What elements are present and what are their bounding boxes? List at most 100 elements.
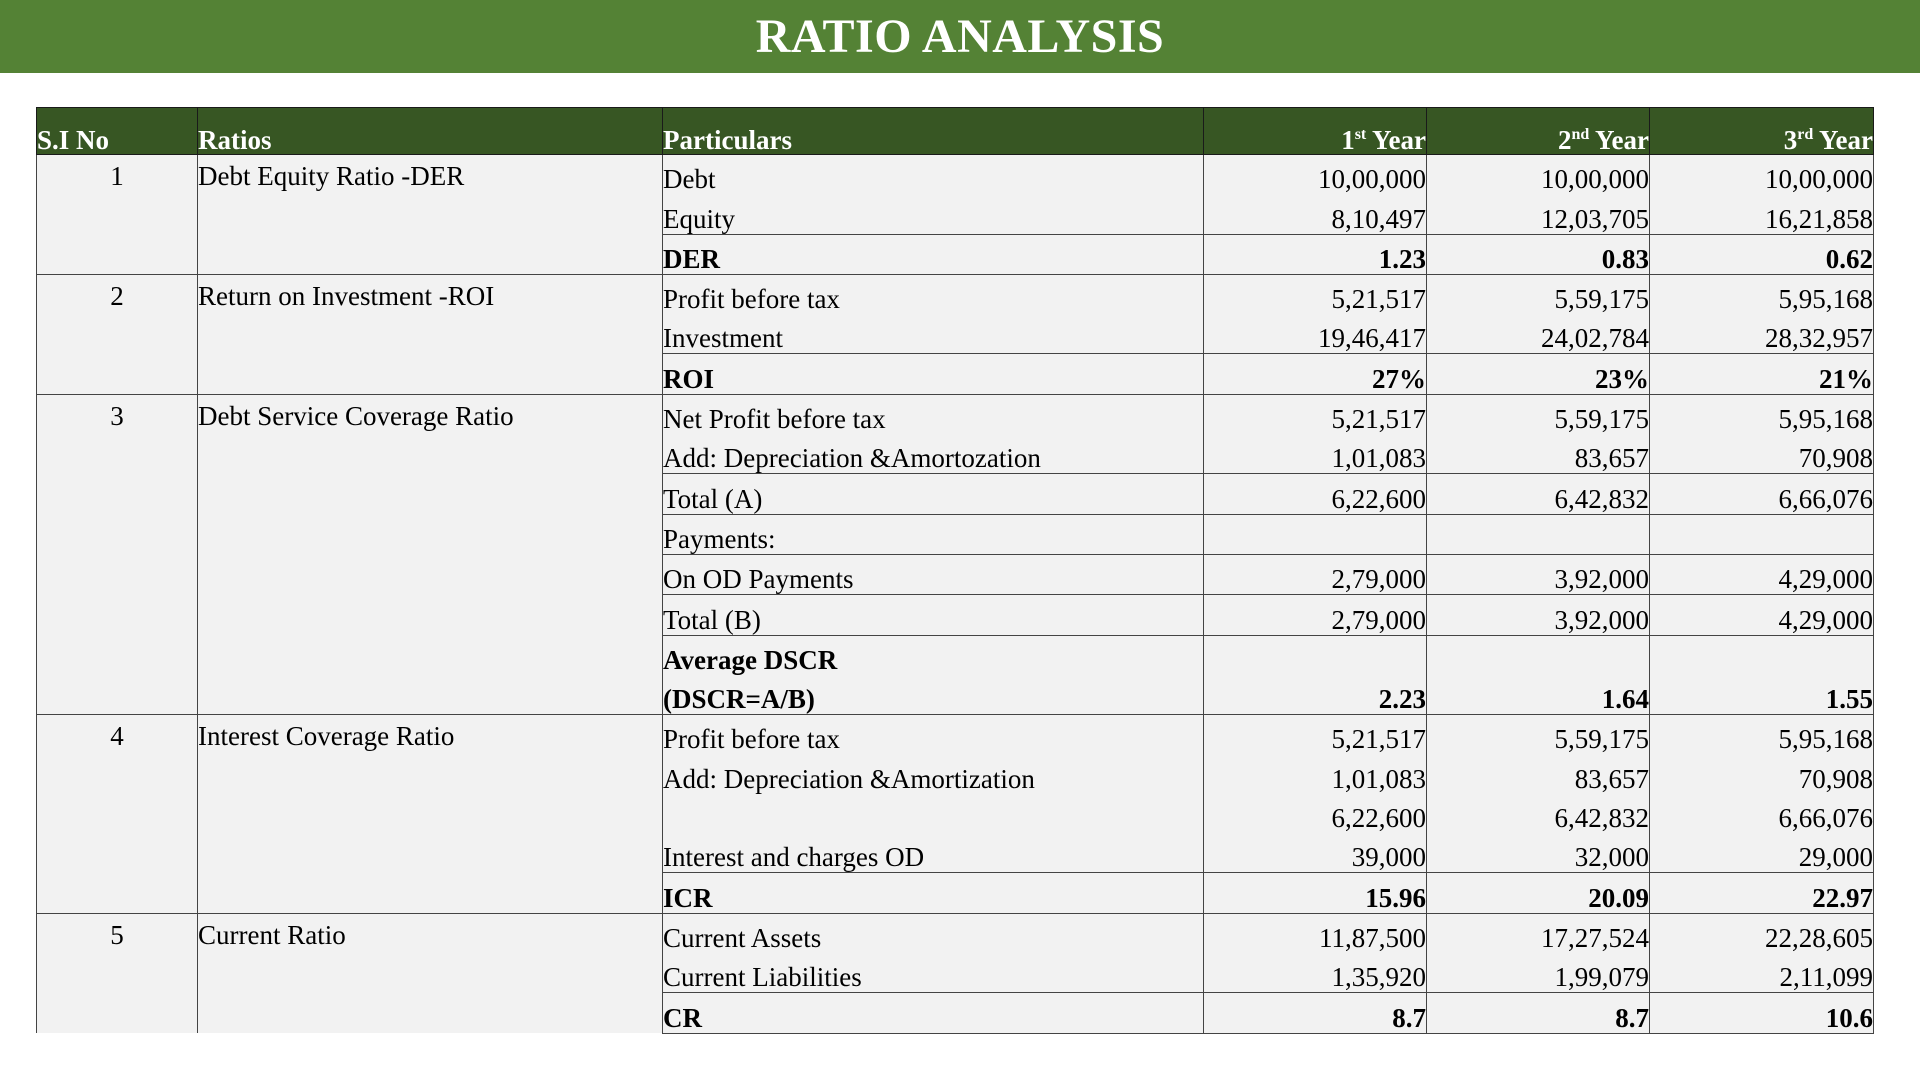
value-year-3: 6,66,076: [1649, 473, 1874, 515]
value-year-3: 5,95,168: [1649, 393, 1874, 435]
value-year-1: 2,79,000: [1203, 553, 1427, 595]
ratio-result-label: DER: [662, 233, 1204, 275]
value-year-2: 24,02,784: [1426, 314, 1650, 354]
ratio-name-cell: Debt Service Coverage Ratio: [197, 393, 663, 715]
particular-cell: Current Assets: [662, 912, 1204, 953]
table-row: Interest and charges OD 39,000 32,000 29…: [37, 833, 1874, 873]
table-row: Payments:: [37, 513, 1874, 555]
table-row: Average DSCR: [37, 634, 1874, 675]
ratio-result-year-3: 0.62: [1649, 233, 1874, 275]
table-row: Total (A) 6,22,600 6,42,832 6,66,076: [37, 473, 1874, 515]
title-banner: RATIO ANALYSIS: [0, 0, 1920, 73]
particular-cell: Total (A): [662, 473, 1204, 515]
table-row: 3 Debt Service Coverage Ratio Net Profit…: [36, 393, 1874, 715]
table-row: ROI 27% 23% 21%: [37, 353, 1874, 395]
particular-cell: On OD Payments: [662, 553, 1204, 595]
sino-cell: 3: [36, 393, 198, 715]
table-row: On OD Payments 2,79,000 3,92,000 4,29,00…: [37, 553, 1874, 595]
table-row: (DSCR=A/B) 2.23 1.64 1.55: [37, 674, 1874, 715]
value-year-3: 6,66,076: [1649, 793, 1874, 834]
value-year-1: 5,21,517: [1203, 273, 1427, 315]
table-row: Equity 8,10,497 12,03,705 16,21,858: [37, 194, 1874, 235]
ratio-name-cell: Interest Coverage Ratio: [197, 714, 663, 914]
particular-cell: Interest and charges OD: [662, 833, 1204, 873]
value-year-1: 1,35,920: [1203, 952, 1427, 993]
value-year-3: 5,95,168: [1649, 714, 1874, 755]
value-year-2: 17,27,524: [1426, 912, 1650, 953]
ratio-result-label: CR: [662, 992, 1204, 1034]
value-year-2: [1426, 634, 1650, 675]
header-year-3: 3rd Year: [1649, 107, 1874, 155]
particular-cell: [662, 793, 1204, 834]
ratio-result-year-3: 22.97: [1649, 872, 1874, 914]
header-year-2: 2nd Year: [1426, 107, 1650, 155]
particular-cell: Profit before tax: [662, 273, 1204, 315]
ratio-name-cell: Return on Investment -ROI: [197, 273, 663, 395]
value-year-2: 6,42,832: [1426, 473, 1650, 515]
ratio-table: S.I No Ratios Particulars 1st Year 2nd Y…: [36, 107, 1874, 1034]
table-row: 1 Debt Equity Ratio -DER Debt 10,00,000 …: [36, 154, 1874, 275]
value-year-1: 5,21,517: [1203, 393, 1427, 435]
value-year-2: 3,92,000: [1426, 553, 1650, 595]
value-year-2: 5,59,175: [1426, 714, 1650, 755]
value-year-2: 12,03,705: [1426, 194, 1650, 235]
ratio-result-label: Average DSCR: [662, 634, 1204, 675]
value-year-3: 70,908: [1649, 434, 1874, 474]
value-year-1: 5,21,517: [1203, 714, 1427, 755]
ratio-result-year-2: 20.09: [1426, 872, 1650, 914]
page-title: RATIO ANALYSIS: [755, 9, 1165, 63]
sino-cell: 2: [36, 273, 198, 395]
value-year-3: 70,908: [1649, 754, 1874, 794]
ratio-result-year-2: 1.64: [1426, 674, 1650, 715]
ratio-result-label: (DSCR=A/B): [662, 674, 1204, 715]
value-year-3: [1649, 513, 1874, 555]
particular-cell: Payments:: [662, 513, 1204, 555]
value-year-1: 10,00,000: [1203, 154, 1427, 195]
value-year-1: 11,87,500: [1203, 912, 1427, 953]
value-year-2: 3,92,000: [1426, 594, 1650, 636]
value-year-3: 4,29,000: [1649, 594, 1874, 636]
value-year-3: 2,11,099: [1649, 952, 1874, 993]
particular-cell: Net Profit before tax: [662, 393, 1204, 435]
ratio-result-year-2: 0.83: [1426, 233, 1650, 275]
table-row: 6,22,600 6,42,832 6,66,076: [37, 793, 1874, 834]
value-year-1: 19,46,417: [1203, 314, 1427, 354]
table-row: 4 Interest Coverage Ratio Profit before …: [36, 714, 1874, 914]
table-row: 2 Return on Investment -ROI Profit befor…: [36, 273, 1874, 395]
ratio-name-cell: Debt Equity Ratio -DER: [197, 154, 663, 275]
ratio-result-year-2: 8.7: [1426, 992, 1650, 1034]
table-row: Add: Depreciation &Amortozation 1,01,083…: [37, 434, 1874, 474]
value-year-3: 5,95,168: [1649, 273, 1874, 315]
ratio-result-year-1: 2.23: [1203, 674, 1427, 715]
value-year-2: 1,99,079: [1426, 952, 1650, 993]
value-year-3: [1649, 634, 1874, 675]
ratio-result-year-1: 1.23: [1203, 233, 1427, 275]
value-year-3: 22,28,605: [1649, 912, 1874, 953]
ratio-result-year-3: 10.6: [1649, 992, 1874, 1034]
value-year-2: 5,59,175: [1426, 393, 1650, 435]
value-year-1: 2,79,000: [1203, 594, 1427, 636]
particular-cell: Equity: [662, 194, 1204, 235]
value-year-1: 1,01,083: [1203, 754, 1427, 794]
value-year-3: 16,21,858: [1649, 194, 1874, 235]
header-ratios: Ratios: [197, 107, 663, 155]
table-row: ICR 15.96 20.09 22.97: [37, 872, 1874, 914]
sino-cell: 1: [36, 154, 198, 275]
ratio-result-year-2: 23%: [1426, 353, 1650, 395]
particular-cell: Investment: [662, 314, 1204, 354]
particular-cell: Add: Depreciation &Amortization: [662, 754, 1204, 794]
particular-cell: Profit before tax: [662, 714, 1204, 755]
value-year-3: 29,000: [1649, 833, 1874, 873]
ratio-result-label: ROI: [662, 353, 1204, 395]
value-year-2: [1426, 513, 1650, 555]
particular-cell: Current Liabilities: [662, 952, 1204, 993]
value-year-3: 28,32,957: [1649, 314, 1874, 354]
value-year-2: 83,657: [1426, 754, 1650, 794]
table-row: DER 1.23 0.83 0.62: [37, 233, 1874, 275]
header-sino: S.I No: [36, 107, 198, 155]
value-year-1: 8,10,497: [1203, 194, 1427, 235]
ratio-result-year-1: 27%: [1203, 353, 1427, 395]
header-particulars: Particulars: [662, 107, 1204, 155]
value-year-2: 10,00,000: [1426, 154, 1650, 195]
ratio-result-year-1: 8.7: [1203, 992, 1427, 1034]
